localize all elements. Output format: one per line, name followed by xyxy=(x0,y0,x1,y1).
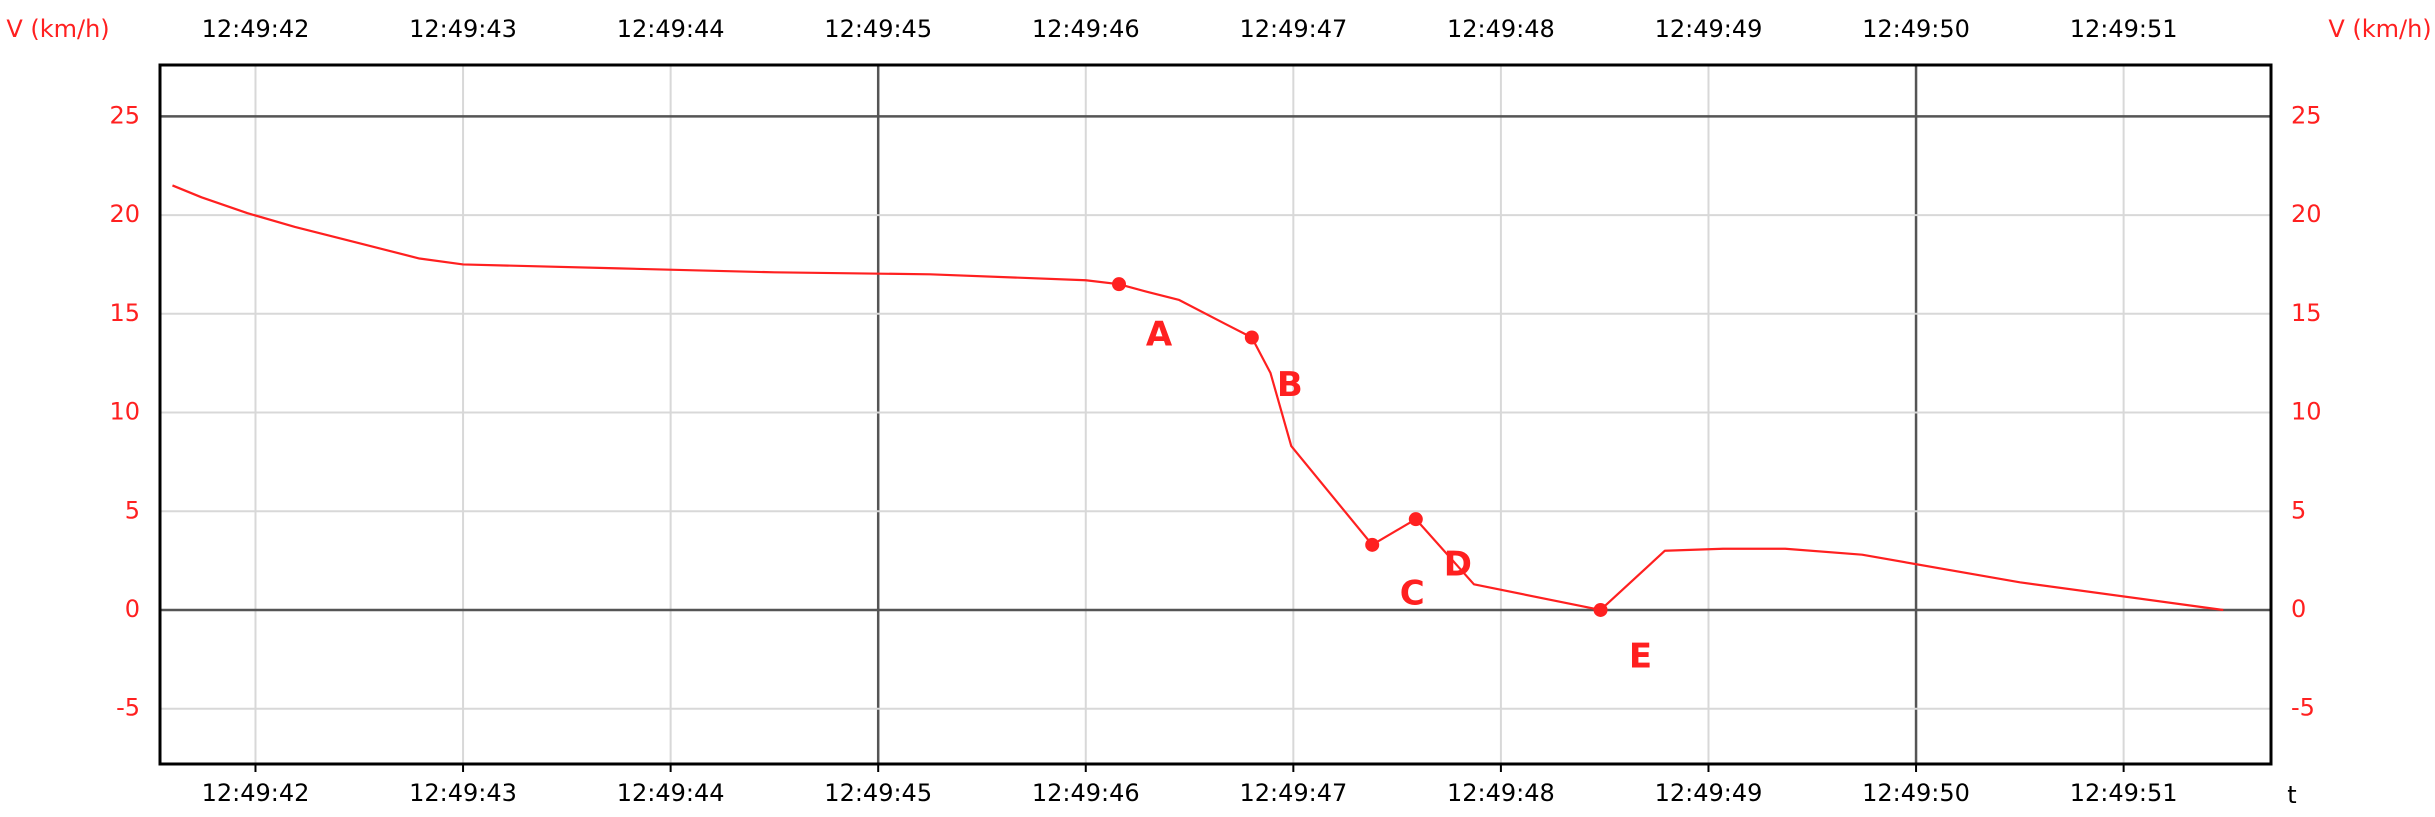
y2-axis-label: V (km/h) xyxy=(2328,15,2431,43)
y2-tick-label: 0 xyxy=(2291,595,2306,623)
y2-tick-label: 10 xyxy=(2291,398,2322,426)
x-tick-label: 12:49:49 xyxy=(1655,779,1763,807)
y2-tick-label: -5 xyxy=(2291,694,2315,722)
point-marker xyxy=(1593,602,1608,617)
point-label: C xyxy=(1400,573,1425,613)
x-tick-label-top: 12:49:42 xyxy=(202,15,310,43)
point-marker xyxy=(1111,277,1126,292)
data-line xyxy=(172,184,2224,612)
y-tick-label: -5 xyxy=(116,694,140,722)
x-tick-label-top: 12:49:50 xyxy=(1862,15,1970,43)
x-tick-label-top: 12:49:45 xyxy=(824,15,932,43)
point-marker xyxy=(1365,537,1380,552)
y-tick-label: 0 xyxy=(125,595,140,623)
y-tick-label: 10 xyxy=(109,398,140,426)
x-tick-label: 12:49:45 xyxy=(824,779,932,807)
x-tick-label: 12:49:43 xyxy=(409,779,517,807)
x-tick-label-top: 12:49:49 xyxy=(1655,15,1763,43)
x-tick-label: 12:49:42 xyxy=(202,779,310,807)
x-tick-label-top: 12:49:47 xyxy=(1239,15,1347,43)
x-tick-label-top: 12:49:44 xyxy=(617,15,725,43)
x-tick-label: 12:49:50 xyxy=(1862,779,1970,807)
y-axis-label: V (km/h) xyxy=(6,15,109,43)
y-tick-label: 25 xyxy=(109,101,140,129)
y-tick-label: 5 xyxy=(125,496,140,524)
x-tick-label: 12:49:46 xyxy=(1032,779,1140,807)
x-tick-label: 12:49:44 xyxy=(617,779,725,807)
y2-tick-label: 15 xyxy=(2291,299,2322,327)
x-axis-label: t xyxy=(2287,781,2296,809)
point-marker xyxy=(1408,512,1423,527)
x-tick-label-top: 12:49:51 xyxy=(2070,15,2178,43)
y2-tick-label: 20 xyxy=(2291,200,2322,228)
x-tick-label-top: 12:49:43 xyxy=(409,15,517,43)
x-tick-label: 12:49:51 xyxy=(2070,779,2178,807)
x-tick-label: 12:49:47 xyxy=(1239,779,1347,807)
x-tick-label-top: 12:49:48 xyxy=(1447,15,1555,43)
point-label: B xyxy=(1277,365,1303,405)
y2-tick-label: 25 xyxy=(2291,101,2322,129)
y2-tick-label: 5 xyxy=(2291,496,2306,524)
y-tick-label: 20 xyxy=(109,200,140,228)
y-tick-label: 15 xyxy=(109,299,140,327)
point-label: E xyxy=(1629,636,1652,676)
point-label: A xyxy=(1146,315,1173,355)
x-tick-label: 12:49:48 xyxy=(1447,779,1555,807)
x-tick-label-top: 12:49:46 xyxy=(1032,15,1140,43)
point-marker xyxy=(1244,330,1259,345)
point-label: D xyxy=(1444,545,1472,585)
plot-frame xyxy=(158,63,2273,766)
